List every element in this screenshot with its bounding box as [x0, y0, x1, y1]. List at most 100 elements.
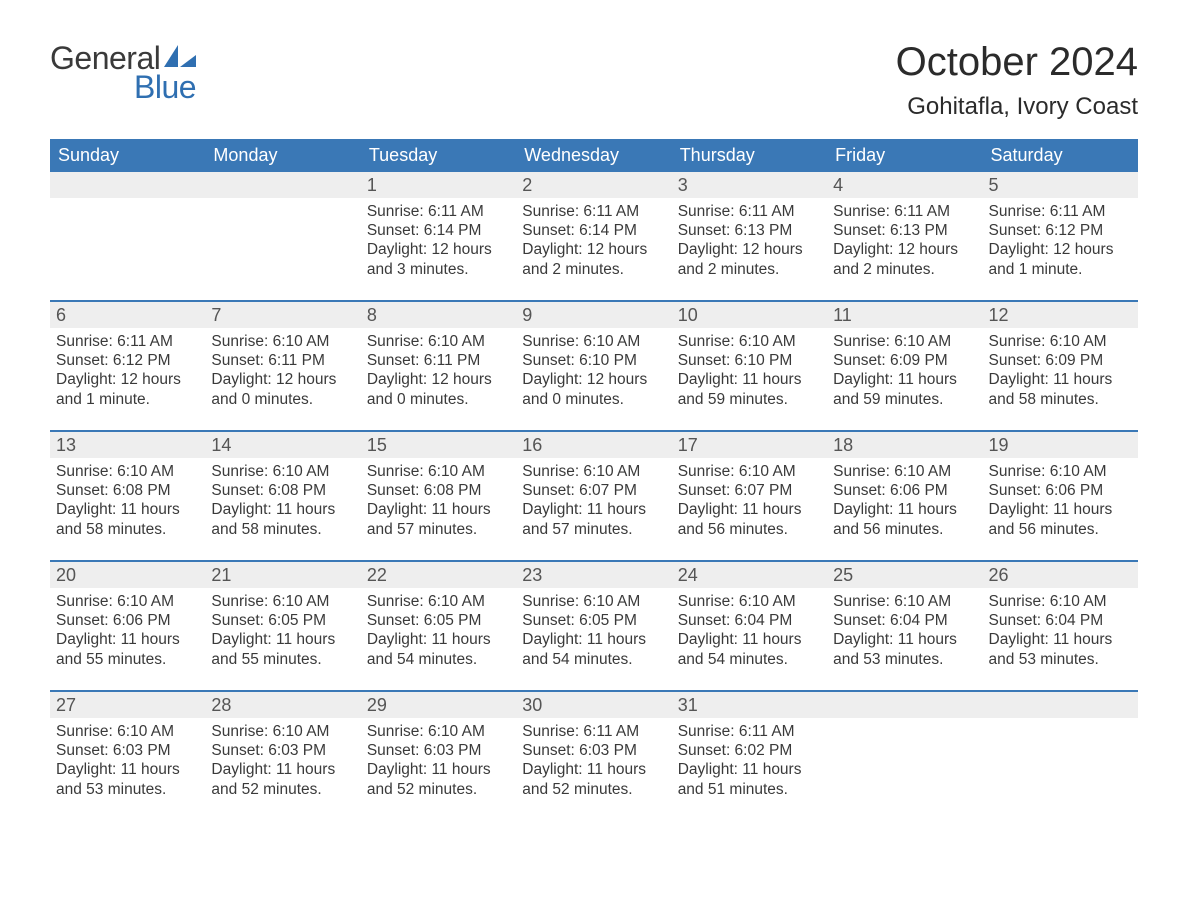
- day-number: 2: [516, 172, 671, 198]
- daylight-line: and 52 minutes.: [367, 780, 510, 799]
- day-number: 5: [983, 172, 1138, 198]
- daylight-line: and 54 minutes.: [367, 650, 510, 669]
- day-cell: 9Sunrise: 6:10 AMSunset: 6:10 PMDaylight…: [516, 302, 671, 430]
- daylight-line: Daylight: 11 hours: [833, 500, 976, 519]
- day-cell: 29Sunrise: 6:10 AMSunset: 6:03 PMDayligh…: [361, 692, 516, 820]
- daylight-line: and 2 minutes.: [833, 260, 976, 279]
- daylight-line: Daylight: 12 hours: [989, 240, 1132, 259]
- sunrise-line: Sunrise: 6:11 AM: [678, 202, 821, 221]
- sunrise-line: Sunrise: 6:10 AM: [367, 462, 510, 481]
- day-cell: 30Sunrise: 6:11 AMSunset: 6:03 PMDayligh…: [516, 692, 671, 820]
- sunrise-line: Sunrise: 6:10 AM: [211, 332, 354, 351]
- sunset-line: Sunset: 6:09 PM: [833, 351, 976, 370]
- header: General Blue October 2024 Gohitafla, Ivo…: [50, 40, 1138, 121]
- day-cell: 14Sunrise: 6:10 AMSunset: 6:08 PMDayligh…: [205, 432, 360, 560]
- sunset-line: Sunset: 6:14 PM: [522, 221, 665, 240]
- logo: General Blue: [50, 40, 198, 106]
- daylight-line: Daylight: 11 hours: [833, 630, 976, 649]
- weekday-header: Wednesday: [516, 139, 671, 172]
- day-number: 3: [672, 172, 827, 198]
- daylight-line: and 54 minutes.: [678, 650, 821, 669]
- sunset-line: Sunset: 6:03 PM: [522, 741, 665, 760]
- day-number: 21: [205, 562, 360, 588]
- sunset-line: Sunset: 6:08 PM: [367, 481, 510, 500]
- sunset-line: Sunset: 6:03 PM: [367, 741, 510, 760]
- day-cell: 8Sunrise: 6:10 AMSunset: 6:11 PMDaylight…: [361, 302, 516, 430]
- sunrise-line: Sunrise: 6:10 AM: [833, 462, 976, 481]
- daylight-line: Daylight: 11 hours: [522, 630, 665, 649]
- sunrise-line: Sunrise: 6:10 AM: [522, 332, 665, 351]
- daylight-line: Daylight: 11 hours: [678, 630, 821, 649]
- weekday-header: Thursday: [672, 139, 827, 172]
- sunset-line: Sunset: 6:08 PM: [56, 481, 199, 500]
- day-cell: 4Sunrise: 6:11 AMSunset: 6:13 PMDaylight…: [827, 172, 982, 300]
- daylight-line: Daylight: 11 hours: [211, 630, 354, 649]
- sunrise-line: Sunrise: 6:10 AM: [833, 592, 976, 611]
- daylight-line: Daylight: 12 hours: [211, 370, 354, 389]
- day-number: 1: [361, 172, 516, 198]
- sunset-line: Sunset: 6:04 PM: [678, 611, 821, 630]
- daylight-line: Daylight: 11 hours: [522, 760, 665, 779]
- sunset-line: Sunset: 6:14 PM: [367, 221, 510, 240]
- sunrise-line: Sunrise: 6:10 AM: [989, 462, 1132, 481]
- day-cell: 25Sunrise: 6:10 AMSunset: 6:04 PMDayligh…: [827, 562, 982, 690]
- sunset-line: Sunset: 6:07 PM: [522, 481, 665, 500]
- sunrise-line: Sunrise: 6:10 AM: [989, 332, 1132, 351]
- day-cell: 19Sunrise: 6:10 AMSunset: 6:06 PMDayligh…: [983, 432, 1138, 560]
- daylight-line: and 56 minutes.: [989, 520, 1132, 539]
- daylight-line: and 58 minutes.: [56, 520, 199, 539]
- sunrise-line: Sunrise: 6:10 AM: [211, 462, 354, 481]
- daylight-line: Daylight: 12 hours: [522, 370, 665, 389]
- daylight-line: Daylight: 11 hours: [367, 760, 510, 779]
- day-number: 26: [983, 562, 1138, 588]
- day-cell: 26Sunrise: 6:10 AMSunset: 6:04 PMDayligh…: [983, 562, 1138, 690]
- week-row: 1Sunrise: 6:11 AMSunset: 6:14 PMDaylight…: [50, 172, 1138, 300]
- day-cell: [205, 172, 360, 300]
- sunset-line: Sunset: 6:13 PM: [678, 221, 821, 240]
- sunrise-line: Sunrise: 6:11 AM: [989, 202, 1132, 221]
- sunrise-line: Sunrise: 6:11 AM: [56, 332, 199, 351]
- day-number: 19: [983, 432, 1138, 458]
- weekday-header: Tuesday: [361, 139, 516, 172]
- day-cell: 22Sunrise: 6:10 AMSunset: 6:05 PMDayligh…: [361, 562, 516, 690]
- month-title: October 2024: [896, 40, 1138, 85]
- daylight-line: Daylight: 11 hours: [833, 370, 976, 389]
- day-cell: 17Sunrise: 6:10 AMSunset: 6:07 PMDayligh…: [672, 432, 827, 560]
- week-row: 13Sunrise: 6:10 AMSunset: 6:08 PMDayligh…: [50, 430, 1138, 560]
- daylight-line: and 52 minutes.: [211, 780, 354, 799]
- day-cell: 5Sunrise: 6:11 AMSunset: 6:12 PMDaylight…: [983, 172, 1138, 300]
- sunrise-line: Sunrise: 6:11 AM: [367, 202, 510, 221]
- day-cell: 13Sunrise: 6:10 AMSunset: 6:08 PMDayligh…: [50, 432, 205, 560]
- sunset-line: Sunset: 6:04 PM: [833, 611, 976, 630]
- daylight-line: and 53 minutes.: [56, 780, 199, 799]
- sunrise-line: Sunrise: 6:10 AM: [211, 722, 354, 741]
- day-cell: 28Sunrise: 6:10 AMSunset: 6:03 PMDayligh…: [205, 692, 360, 820]
- day-cell: 11Sunrise: 6:10 AMSunset: 6:09 PMDayligh…: [827, 302, 982, 430]
- daylight-line: Daylight: 11 hours: [56, 500, 199, 519]
- day-number: 11: [827, 302, 982, 328]
- sunrise-line: Sunrise: 6:10 AM: [522, 592, 665, 611]
- day-number: 7: [205, 302, 360, 328]
- daylight-line: Daylight: 12 hours: [833, 240, 976, 259]
- day-cell: 1Sunrise: 6:11 AMSunset: 6:14 PMDaylight…: [361, 172, 516, 300]
- sunset-line: Sunset: 6:10 PM: [678, 351, 821, 370]
- sunrise-line: Sunrise: 6:10 AM: [56, 592, 199, 611]
- sunset-line: Sunset: 6:03 PM: [211, 741, 354, 760]
- sunrise-line: Sunrise: 6:10 AM: [989, 592, 1132, 611]
- day-number: 27: [50, 692, 205, 718]
- daylight-line: Daylight: 11 hours: [989, 630, 1132, 649]
- daylight-line: and 0 minutes.: [367, 390, 510, 409]
- daylight-line: Daylight: 11 hours: [522, 500, 665, 519]
- week-row: 20Sunrise: 6:10 AMSunset: 6:06 PMDayligh…: [50, 560, 1138, 690]
- title-block: October 2024 Gohitafla, Ivory Coast: [896, 40, 1138, 121]
- weekday-header: Sunday: [50, 139, 205, 172]
- sunset-line: Sunset: 6:03 PM: [56, 741, 199, 760]
- sunset-line: Sunset: 6:12 PM: [56, 351, 199, 370]
- sunrise-line: Sunrise: 6:11 AM: [833, 202, 976, 221]
- daylight-line: Daylight: 11 hours: [678, 370, 821, 389]
- daylight-line: and 53 minutes.: [833, 650, 976, 669]
- sunset-line: Sunset: 6:06 PM: [989, 481, 1132, 500]
- sunrise-line: Sunrise: 6:10 AM: [678, 462, 821, 481]
- sunrise-line: Sunrise: 6:11 AM: [678, 722, 821, 741]
- daylight-line: and 3 minutes.: [367, 260, 510, 279]
